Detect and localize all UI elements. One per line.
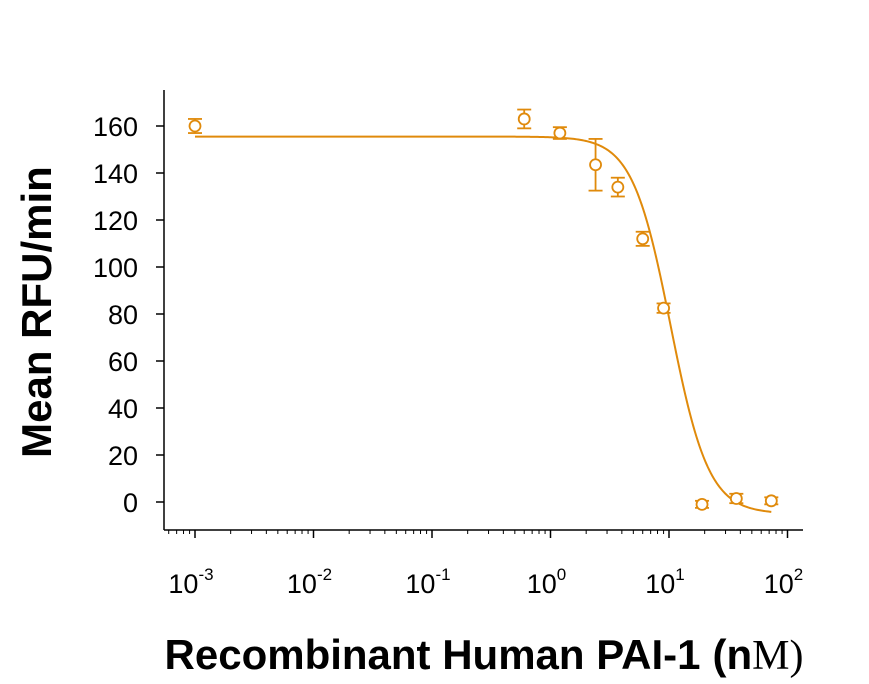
y-tick-label: 160 bbox=[93, 112, 138, 142]
x-axis-title-unit-mu: M bbox=[752, 633, 789, 679]
point-marker bbox=[764, 494, 778, 508]
x-tick-label-base: 10 bbox=[405, 569, 435, 599]
fit-curve bbox=[195, 135, 772, 513]
point-marker bbox=[695, 497, 709, 511]
data-point bbox=[695, 497, 710, 511]
point-marker bbox=[636, 232, 650, 246]
data-point bbox=[188, 118, 202, 134]
data-points bbox=[188, 108, 779, 511]
y-axis-title: Mean RFU/min bbox=[13, 166, 60, 458]
x-tick-label-exponent: -2 bbox=[317, 565, 332, 584]
y-tick-label: 100 bbox=[93, 253, 138, 283]
x-axis-title-unit-open: (n bbox=[712, 631, 752, 678]
fit-curve-group bbox=[195, 135, 772, 513]
x-tick-label: 102 bbox=[764, 565, 804, 599]
x-tick-label: 10-3 bbox=[168, 565, 213, 599]
x-tick-label-exponent: -1 bbox=[435, 565, 450, 584]
data-point bbox=[729, 492, 744, 505]
x-tick-label-base: 10 bbox=[764, 569, 794, 599]
y-tick-label: 40 bbox=[108, 394, 138, 424]
point-marker bbox=[188, 119, 202, 133]
x-axis-title: Recombinant Human PAI-1 (nM) bbox=[165, 631, 804, 679]
data-point bbox=[588, 138, 603, 192]
y-tick-label: 120 bbox=[93, 206, 138, 236]
x-tick-label-base: 10 bbox=[645, 569, 675, 599]
tick-marks bbox=[156, 125, 789, 538]
data-point bbox=[517, 108, 532, 130]
point-marker bbox=[657, 301, 670, 315]
x-tick-label: 10-1 bbox=[405, 565, 450, 599]
y-tick-label: 20 bbox=[108, 441, 138, 471]
point-marker bbox=[589, 158, 602, 172]
data-point bbox=[635, 230, 650, 247]
x-tick-label-base: 10 bbox=[168, 569, 198, 599]
data-point bbox=[610, 176, 625, 198]
data-point bbox=[656, 301, 671, 315]
x-tick-label-base: 10 bbox=[527, 569, 557, 599]
y-tick-label: 0 bbox=[123, 488, 138, 518]
x-tick-label-exponent: 1 bbox=[675, 565, 684, 584]
x-tick-label-exponent: 2 bbox=[794, 565, 803, 584]
point-marker bbox=[517, 112, 531, 126]
point-marker bbox=[553, 126, 567, 140]
point-marker bbox=[611, 180, 625, 194]
x-tick-label-exponent: -3 bbox=[198, 565, 213, 584]
axes bbox=[163, 90, 803, 531]
x-tick-label: 10-2 bbox=[287, 565, 332, 599]
x-tick-label-exponent: 0 bbox=[557, 565, 566, 584]
point-marker bbox=[729, 492, 743, 505]
x-tick-label: 101 bbox=[645, 565, 685, 599]
data-point bbox=[552, 126, 567, 140]
y-tick-label: 80 bbox=[108, 300, 138, 330]
x-tick-label: 100 bbox=[527, 565, 567, 599]
x-axis-title-main: Recombinant Human PAI-1 bbox=[165, 631, 701, 678]
y-tick-label: 60 bbox=[108, 347, 138, 377]
x-axis-title-unit-close: ) bbox=[789, 633, 803, 679]
y-tick-label: 140 bbox=[93, 159, 138, 189]
x-tick-label-base: 10 bbox=[287, 569, 317, 599]
data-point bbox=[764, 494, 779, 508]
